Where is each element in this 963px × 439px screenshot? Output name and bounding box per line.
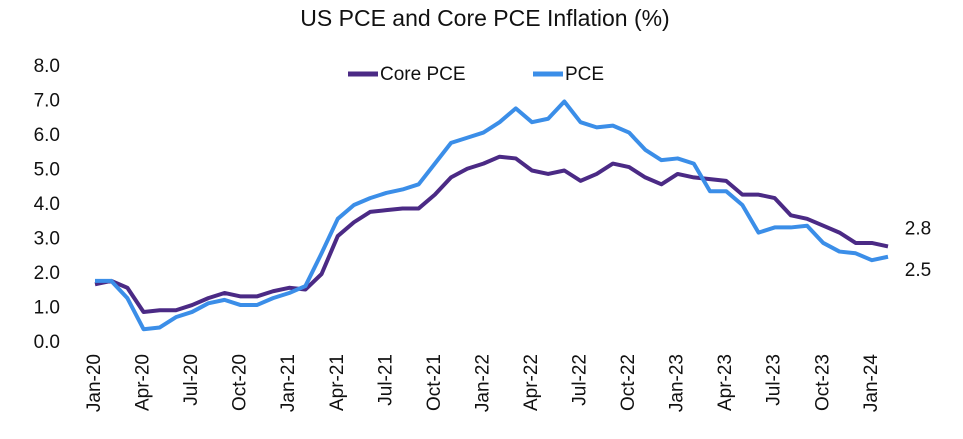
end-label: 2.8 (905, 218, 931, 239)
x-tick-label: Jul-23 (764, 354, 785, 406)
x-tick-label: Jul-20 (181, 354, 202, 406)
x-tick-label: Oct-23 (812, 354, 833, 411)
x-tick-label: Jul-22 (570, 354, 591, 406)
series-line (94, 154, 889, 314)
chart-title: US PCE and Core PCE Inflation (%) (300, 5, 669, 31)
end-label: 2.5 (905, 260, 931, 281)
x-tick-label: Jan-21 (278, 354, 299, 412)
x-tick-label: Jul-21 (375, 354, 396, 406)
y-tick-label: 0.0 (34, 332, 60, 353)
series-line (95, 99, 889, 332)
legend-label: Core PCE (380, 64, 466, 85)
x-tick-label: Oct-22 (618, 354, 639, 411)
x-tick-label: Apr-21 (327, 354, 348, 411)
x-tick-label: Jan-24 (861, 354, 882, 413)
x-tick-label: Apr-22 (521, 354, 542, 411)
x-tick-label: Apr-20 (133, 354, 154, 411)
y-tick-label: 2.0 (34, 263, 60, 284)
x-tick-label: Oct-21 (424, 354, 445, 411)
y-tick-label: 3.0 (34, 229, 60, 250)
y-tick-label: 7.0 (34, 91, 60, 112)
x-tick-label: Jan-23 (667, 354, 688, 412)
x-tick-label: Oct-20 (230, 354, 251, 411)
legend-label: PCE (565, 64, 604, 85)
y-tick-label: 5.0 (34, 160, 60, 181)
x-tick-label: Apr-23 (715, 354, 736, 411)
x-tick-label: Jan-20 (84, 354, 105, 412)
y-tick-label: 6.0 (34, 125, 60, 146)
y-tick-label: 8.0 (34, 56, 60, 77)
x-tick-label: Jan-22 (472, 354, 493, 412)
y-tick-label: 1.0 (34, 298, 60, 319)
y-tick-label: 4.0 (34, 194, 60, 215)
